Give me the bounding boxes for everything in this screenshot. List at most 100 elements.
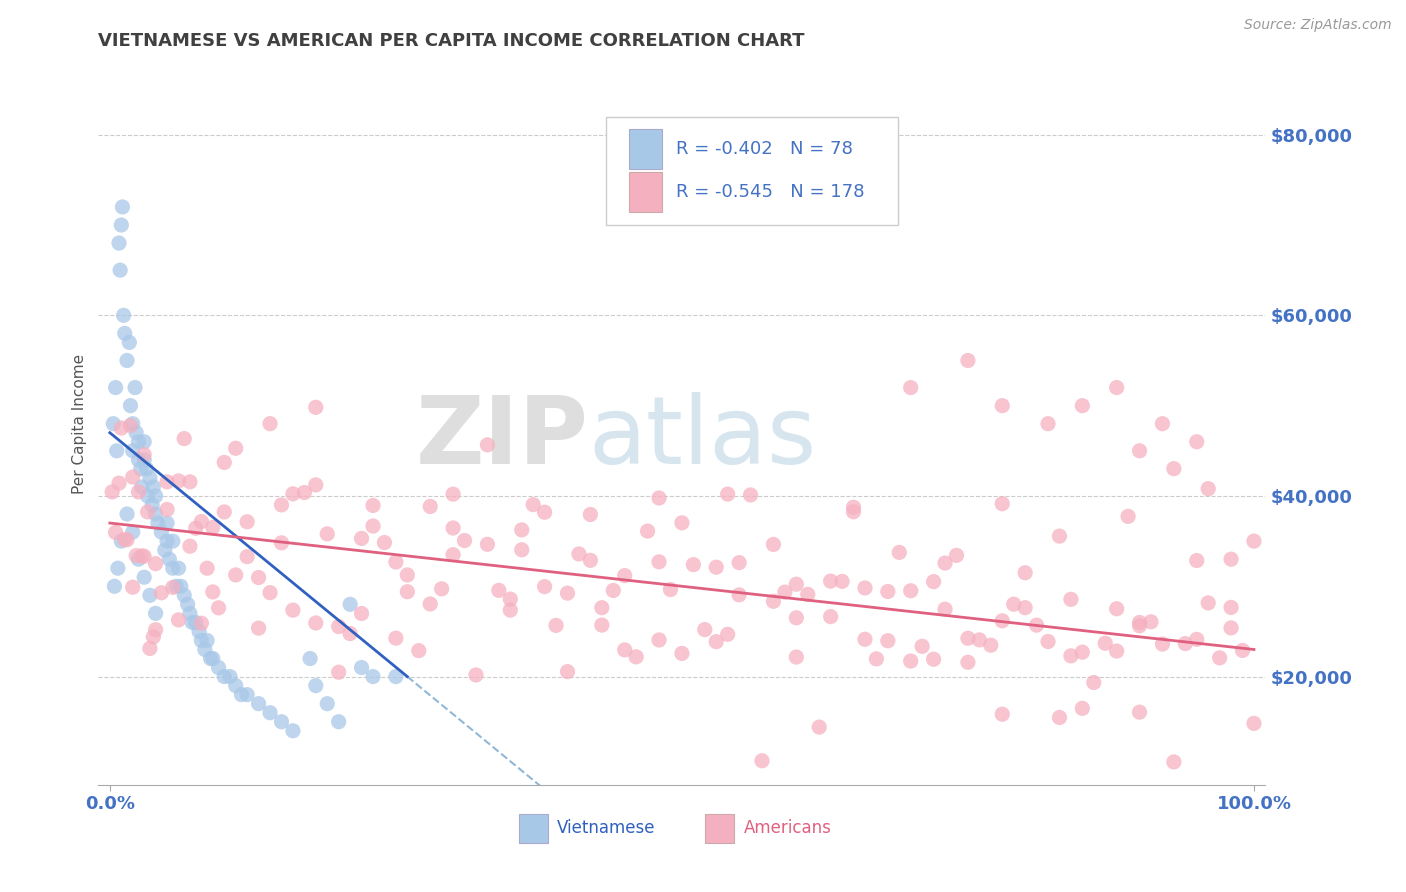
Point (281, 603, 304, 617)
Point (134, 448, 156, 462)
Point (201, 520, 224, 534)
Text: ZIP: ZIP (416, 392, 589, 484)
Point (1128, 443, 1150, 458)
Point (139, 471, 162, 485)
Point (167, 474, 190, 488)
Point (214, 455, 236, 469)
Point (214, 669, 236, 683)
Point (131, 480, 153, 494)
Point (179, 539, 201, 553)
Point (195, 633, 218, 648)
Point (101, 484, 124, 499)
Point (105, 443, 128, 458)
Point (328, 665, 350, 680)
Point (740, 488, 762, 502)
Point (1116, 509, 1139, 524)
Point (671, 516, 693, 530)
Point (1083, 675, 1105, 690)
Point (121, 417, 143, 431)
Point (129, 462, 152, 476)
Point (441, 521, 464, 535)
Text: R = -0.545   N = 178: R = -0.545 N = 178 (676, 183, 865, 201)
Point (270, 498, 292, 512)
Point (430, 582, 453, 596)
Point (134, 549, 156, 564)
Point (557, 665, 579, 679)
Point (134, 452, 156, 467)
Point (1152, 417, 1174, 431)
Point (1014, 600, 1036, 615)
Point (153, 543, 176, 558)
Point (127, 552, 149, 566)
Point (969, 632, 991, 647)
Point (162, 561, 184, 575)
Point (114, 326, 136, 341)
Point (842, 500, 865, 515)
Text: Vietnamese: Vietnamese (557, 820, 655, 838)
Point (259, 417, 281, 431)
Text: VIETNAMESE VS AMERICAN PER CAPITA INCOME CORRELATION CHART: VIETNAMESE VS AMERICAN PER CAPITA INCOME… (98, 32, 804, 50)
Point (568, 547, 591, 561)
Point (648, 491, 671, 505)
Point (1185, 434, 1208, 449)
Point (236, 549, 259, 564)
Point (510, 542, 533, 557)
Point (145, 607, 167, 621)
Point (125, 549, 148, 563)
Point (956, 353, 979, 368)
Point (120, 418, 142, 433)
Point (1185, 553, 1208, 567)
Point (225, 568, 247, 582)
Point (648, 632, 671, 647)
Point (305, 401, 328, 415)
Point (441, 487, 464, 501)
Point (453, 533, 475, 548)
Point (1128, 705, 1150, 719)
Point (1049, 529, 1071, 543)
Point (328, 714, 350, 729)
Point (305, 478, 328, 492)
Point (121, 524, 143, 539)
Point (419, 597, 441, 611)
Point (103, 417, 125, 431)
Point (156, 475, 179, 489)
Point (865, 652, 887, 666)
Point (1014, 566, 1036, 580)
Point (120, 399, 142, 413)
Point (762, 594, 785, 608)
Point (682, 558, 704, 572)
Point (956, 655, 979, 669)
Point (270, 714, 292, 729)
Point (579, 508, 602, 522)
Point (1105, 644, 1128, 658)
Point (557, 586, 579, 600)
Point (591, 600, 613, 615)
Point (773, 585, 796, 599)
Point (145, 507, 167, 521)
Point (613, 568, 636, 582)
Point (762, 537, 785, 551)
Point (214, 505, 236, 519)
Point (637, 524, 659, 538)
Point (188, 624, 211, 639)
Point (396, 584, 419, 599)
Point (115, 533, 138, 547)
Point (139, 641, 162, 656)
Point (134, 570, 156, 584)
Point (179, 475, 201, 489)
Point (842, 505, 865, 519)
Point (305, 615, 328, 630)
Point (991, 399, 1014, 413)
Point (145, 489, 167, 503)
Point (465, 668, 488, 682)
Point (236, 688, 259, 702)
Point (591, 618, 613, 632)
Point (499, 592, 522, 607)
Point (167, 561, 190, 575)
Point (107, 561, 129, 575)
Point (200, 651, 222, 665)
Point (1071, 399, 1094, 413)
Point (808, 720, 831, 734)
Point (1060, 648, 1083, 663)
Point (1128, 615, 1150, 630)
